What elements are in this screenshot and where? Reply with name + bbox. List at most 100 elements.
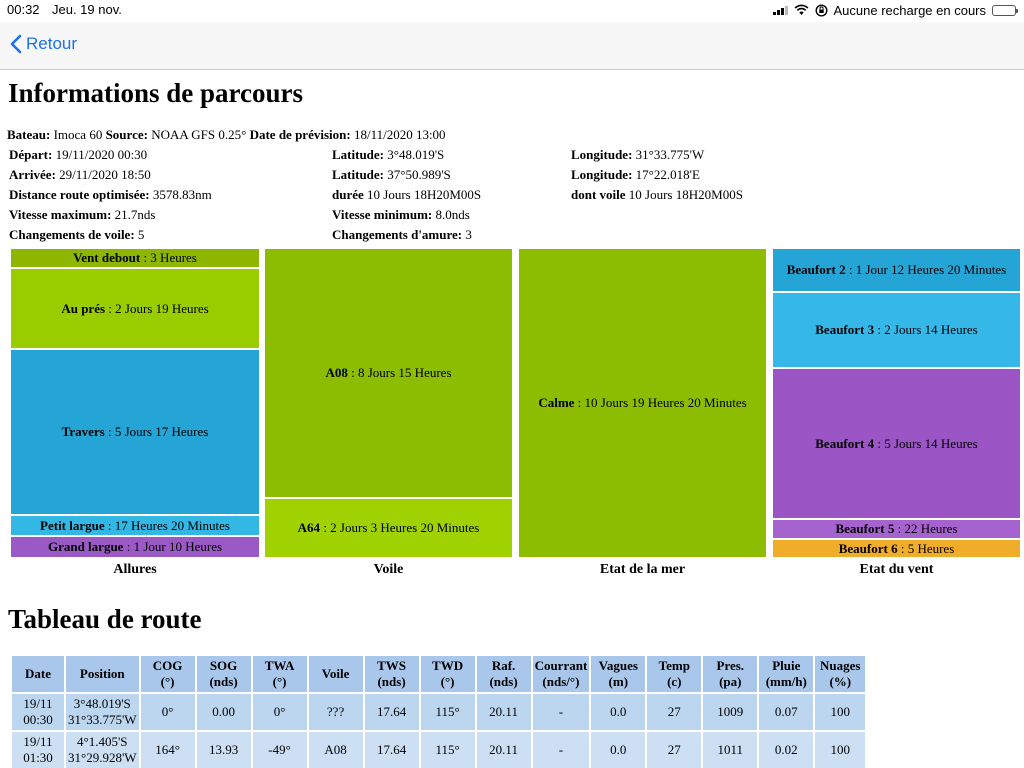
tm-text: Beaufort 5 : 22 Heures xyxy=(835,521,957,537)
tm-text: Beaufort 6 : 5 Heures xyxy=(839,541,955,557)
lon2-value: 17°22.018'E xyxy=(635,167,700,182)
tm-name: A08 xyxy=(325,365,348,380)
info-lat2: Latitude: 37°50.989'S xyxy=(332,167,451,183)
distance-value: 3578.83nm xyxy=(152,187,212,202)
table-cell: 3°48.019'S 31°33.775'W xyxy=(66,694,139,730)
treemap-label-voile: Voile xyxy=(373,562,404,577)
wifi-icon xyxy=(794,4,808,15)
tm-text: A64 : 2 Jours 3 Heures 20 Minutes xyxy=(298,520,480,536)
table-cell: 0.07 xyxy=(759,694,814,730)
table-cell: 100 xyxy=(815,694,866,730)
orientation-lock-icon xyxy=(815,3,828,17)
tm-value: : 2 Jours 14 Heures xyxy=(874,322,978,337)
column-header: Date xyxy=(12,656,64,692)
table-cell: 17.64 xyxy=(364,694,419,730)
table-cell: 0.00 xyxy=(196,694,251,730)
treemap-vent-beaufort-3[interactable]: Beaufort 3 : 2 Jours 14 Heures xyxy=(772,292,1021,368)
table-row: 19/11 01:30 4°1.405'S 31°29.928'W 164° 13.93-… xyxy=(12,732,866,768)
table-cell: 0° xyxy=(252,694,307,730)
table-cell: 4°1.405'S 31°29.928'W xyxy=(66,732,139,768)
tm-text: Au prés : 2 Jours 19 Heures xyxy=(61,301,208,317)
table-cell: 13.93 xyxy=(196,732,251,768)
treemap-vent-beaufort-4[interactable]: Beaufort 4 : 5 Jours 14 Heures xyxy=(772,368,1021,519)
info-depart: Départ: 19/11/2020 00:30 xyxy=(9,147,147,163)
tm-text: Grand largue : 1 Jour 10 Heures xyxy=(48,539,222,555)
info-arrivee: Arrivée: 29/11/2020 18:50 xyxy=(9,167,151,183)
table-cell: 100 xyxy=(815,732,866,768)
info-lon2: Longitude: 17°22.018'E xyxy=(571,167,700,183)
table-cell: -49° xyxy=(252,732,307,768)
table-cell: 27 xyxy=(647,732,702,768)
table-cell: - xyxy=(532,694,590,730)
tm-value: : 22 Heures xyxy=(894,521,958,536)
lon1-label: Longitude: xyxy=(571,147,633,162)
treemap-vent-beaufort-6[interactable]: Beaufort 6 : 5 Heures xyxy=(772,539,1021,558)
table-cell: 27 xyxy=(647,694,702,730)
treemap-mer-calme[interactable]: Calme : 10 Jours 19 Heures 20 Minutes xyxy=(518,248,767,558)
treemap-vent-beaufort-5[interactable]: Beaufort 5 : 22 Heures xyxy=(772,519,1021,539)
tm-text: Petit largue : 17 Heures 20 Minutes xyxy=(40,518,230,534)
tm-text: Vent debout : 3 Heures xyxy=(73,250,197,266)
status-date: Jeu. 19 nov. xyxy=(52,2,122,17)
battery-icon xyxy=(992,4,1018,16)
table-cell: 115° xyxy=(420,732,475,768)
tm-value: : 8 Jours 15 Heures xyxy=(347,365,452,380)
info-line-boat: Bateau: Imoca 60 Source: NOAA GFS 0.25° … xyxy=(7,127,446,143)
lat2-value: 37°50.989'S xyxy=(387,167,451,182)
table-cell: 0.0 xyxy=(591,694,646,730)
status-right: Aucune recharge en cours xyxy=(772,3,1018,18)
tm-value: : 5 Heures xyxy=(897,540,955,556)
treemap-voile-a64[interactable]: A64 : 2 Jours 3 Heures 20 Minutes xyxy=(264,498,513,558)
tm-name: Calme xyxy=(538,395,575,410)
tm-name: Travers xyxy=(61,424,105,439)
info-duree: durée 10 Jours 18H20M00S xyxy=(332,187,481,203)
table-cell: ??? xyxy=(308,694,363,730)
column-header: Temp (c) xyxy=(647,656,702,692)
table-cell: 20.11 xyxy=(476,732,531,768)
column-header: Pluie (mm/h) xyxy=(759,656,814,692)
duree-value: 10 Jours 18H20M00S xyxy=(367,187,482,202)
treemap-allures-vent-debout[interactable]: Vent debout : 3 Heures xyxy=(10,248,260,268)
tm-value: : 1 Jour 12 Heures 20 Minutes xyxy=(845,262,1007,277)
tm-text: Travers : 5 Jours 17 Heures xyxy=(62,424,209,440)
treemap-vent-beaufort-2[interactable]: Beaufort 2 : 1 Jour 12 Heures 20 Minutes xyxy=(772,248,1021,292)
treemap-allures-petit-largue[interactable]: Petit largue : 17 Heures 20 Minutes xyxy=(10,515,260,536)
lon2-label: Longitude: xyxy=(571,167,633,182)
tm-value: : 1 Jour 10 Heures xyxy=(123,539,223,554)
bateau-value: Imoca 60 xyxy=(53,127,103,142)
treemap-allures-grand-largue[interactable]: Grand largue : 1 Jour 10 Heures xyxy=(10,536,260,558)
column-header: SOG (nds) xyxy=(196,656,251,692)
tm-name: Beaufort 2 xyxy=(786,262,846,277)
tm-name: Beaufort 3 xyxy=(815,322,875,337)
tm-value: : 5 Jours 17 Heures xyxy=(104,424,209,439)
status-time: 00:32 xyxy=(7,2,40,17)
tm-value: : 5 Jours 14 Heures xyxy=(874,435,978,451)
prevision-label: Date de prévision: xyxy=(249,127,351,142)
chevron-left-icon xyxy=(10,34,22,54)
distance-label: Distance route optimisée: xyxy=(9,187,150,202)
tm-name: Vent debout xyxy=(73,250,141,265)
column-header: Nuages (%) xyxy=(815,656,866,692)
route-table: Date Position COG (°) SOG (nds) TWA (°) Voile TWS… xyxy=(10,654,867,768)
route-table-header: Date Position COG (°) SOG (nds) TWA (°) Voile TWS… xyxy=(12,656,866,692)
voile-label: dont voile xyxy=(571,187,626,202)
treemap-allures-travers[interactable]: Travers : 5 Jours 17 Heures xyxy=(10,349,260,515)
tm-text: Beaufort 2 : 1 Jour 12 Heures 20 Minutes xyxy=(787,262,1007,278)
tm-value: : 17 Heures 20 Minutes xyxy=(104,517,230,533)
tm-text: Calme : 10 Jours 19 Heures 20 Minutes xyxy=(538,395,746,411)
column-header: Raf. (nds) xyxy=(476,656,531,692)
treemap-voile-a08[interactable]: A08 : 8 Jours 15 Heures xyxy=(264,248,513,498)
chamure-label: Changements d'amure: xyxy=(332,227,463,242)
page-title: Informations de parcours xyxy=(8,78,304,108)
lat1-value: 3°48.019'S xyxy=(387,147,445,162)
table-cell: 20.11 xyxy=(476,694,531,730)
table-cell: 0.02 xyxy=(759,732,814,768)
vmax-label: Vitesse maximum: xyxy=(9,207,112,222)
table-cell: 1011 xyxy=(703,732,758,768)
back-button[interactable]: Retour xyxy=(10,34,77,54)
tm-name: Petit largue xyxy=(40,517,105,533)
info-distance: Distance route optimisée: 3578.83nm xyxy=(9,187,212,203)
info-lat1: Latitude: 3°48.019'S xyxy=(332,147,444,163)
tm-name: Grand largue xyxy=(47,539,124,554)
treemap-allures-au-pres[interactable]: Au prés : 2 Jours 19 Heures xyxy=(10,268,260,349)
